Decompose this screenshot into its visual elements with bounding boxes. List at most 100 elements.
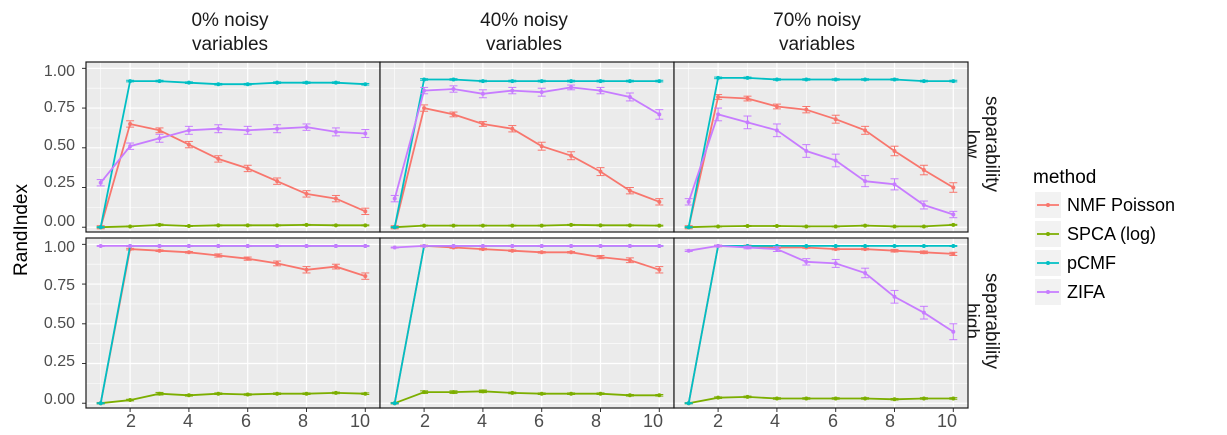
data-point xyxy=(451,243,456,248)
series-zifa xyxy=(96,123,370,187)
legend-title: method xyxy=(1033,167,1096,188)
y-tick-label: 0.00 xyxy=(44,391,75,408)
data-point xyxy=(422,77,427,82)
data-point xyxy=(510,223,515,228)
data-point xyxy=(833,261,838,266)
data-point xyxy=(98,180,103,185)
y-tick-labels-row-0: 1.00 0.75 0.50 0.25 0.00 xyxy=(44,63,75,230)
data-point xyxy=(569,79,574,84)
data-point xyxy=(480,223,485,228)
data-point xyxy=(892,248,897,253)
data-point xyxy=(304,222,309,227)
data-point xyxy=(716,243,721,248)
data-point xyxy=(863,128,868,133)
data-point xyxy=(833,396,838,401)
data-point xyxy=(774,223,779,228)
series-spca-log xyxy=(96,222,370,230)
data-point xyxy=(510,243,515,248)
x-tick-label: 10 xyxy=(350,411,370,431)
x-tick-label: 6 xyxy=(828,411,838,431)
data-point xyxy=(598,169,603,174)
data-point xyxy=(392,245,397,250)
data-point xyxy=(304,80,309,85)
series-line xyxy=(687,96,954,228)
panel xyxy=(82,237,381,412)
data-point xyxy=(422,106,427,111)
data-point xyxy=(98,401,103,406)
data-point xyxy=(892,182,897,187)
data-point xyxy=(539,223,544,228)
legend: method NMF Poisson SPCA (log) pCMF ZIFA xyxy=(1033,167,1175,305)
data-point xyxy=(216,126,221,131)
panel-background xyxy=(674,238,968,408)
data-point xyxy=(745,120,750,125)
data-point xyxy=(510,126,515,131)
data-point xyxy=(275,391,280,396)
panel-background xyxy=(86,62,380,232)
data-point xyxy=(186,250,191,255)
x-tick-label: 2 xyxy=(126,411,136,431)
data-point xyxy=(510,88,515,93)
data-point xyxy=(569,250,574,255)
row-strip-label-0-line2: separability xyxy=(981,96,1002,193)
data-point xyxy=(598,243,603,248)
data-point xyxy=(598,391,603,396)
series-line xyxy=(394,244,660,249)
legend-key-point xyxy=(1046,232,1050,236)
y-tick-label: 0.50 xyxy=(44,137,75,154)
data-point xyxy=(745,96,750,101)
data-point xyxy=(657,223,662,228)
data-point xyxy=(951,212,956,217)
data-point xyxy=(804,259,809,264)
data-point xyxy=(510,390,515,395)
data-point xyxy=(804,243,809,248)
data-point xyxy=(275,126,280,131)
data-point xyxy=(333,129,338,134)
x-tick-label: 8 xyxy=(591,411,601,431)
data-point xyxy=(451,77,456,82)
data-point xyxy=(304,243,309,248)
data-point xyxy=(304,391,309,396)
data-point xyxy=(128,224,133,229)
data-point xyxy=(128,243,133,248)
series-line xyxy=(99,122,366,228)
data-point xyxy=(716,94,721,99)
data-point xyxy=(921,79,926,84)
data-point xyxy=(275,261,280,266)
data-point xyxy=(275,179,280,184)
data-point xyxy=(275,80,280,85)
data-point xyxy=(539,250,544,255)
panel-background xyxy=(674,62,968,232)
data-point xyxy=(892,243,897,248)
data-point xyxy=(745,75,750,80)
data-point xyxy=(186,128,191,133)
series-line xyxy=(99,248,366,404)
data-point xyxy=(363,131,368,136)
data-point xyxy=(774,396,779,401)
data-point xyxy=(304,267,309,272)
data-point xyxy=(951,185,956,190)
data-point xyxy=(833,77,838,82)
series-pcmf xyxy=(96,79,370,230)
data-point xyxy=(422,88,427,93)
data-point xyxy=(569,222,574,227)
column-strip-label-2-line1: 70% noisy xyxy=(773,10,861,31)
data-point xyxy=(892,397,897,402)
x-tick-label: 8 xyxy=(885,411,895,431)
data-point xyxy=(480,243,485,248)
data-point xyxy=(951,251,956,256)
data-point xyxy=(157,248,162,253)
data-point xyxy=(921,243,926,248)
data-point xyxy=(186,142,191,147)
data-point xyxy=(921,396,926,401)
data-point xyxy=(804,224,809,229)
data-point xyxy=(363,274,368,279)
data-point xyxy=(304,125,309,130)
data-point xyxy=(833,117,838,122)
data-point xyxy=(363,391,368,396)
x-tick-labels-col-0: 2 4 6 8 10 xyxy=(126,411,370,431)
data-point xyxy=(157,136,162,141)
data-point xyxy=(422,243,427,248)
data-point xyxy=(186,243,191,248)
